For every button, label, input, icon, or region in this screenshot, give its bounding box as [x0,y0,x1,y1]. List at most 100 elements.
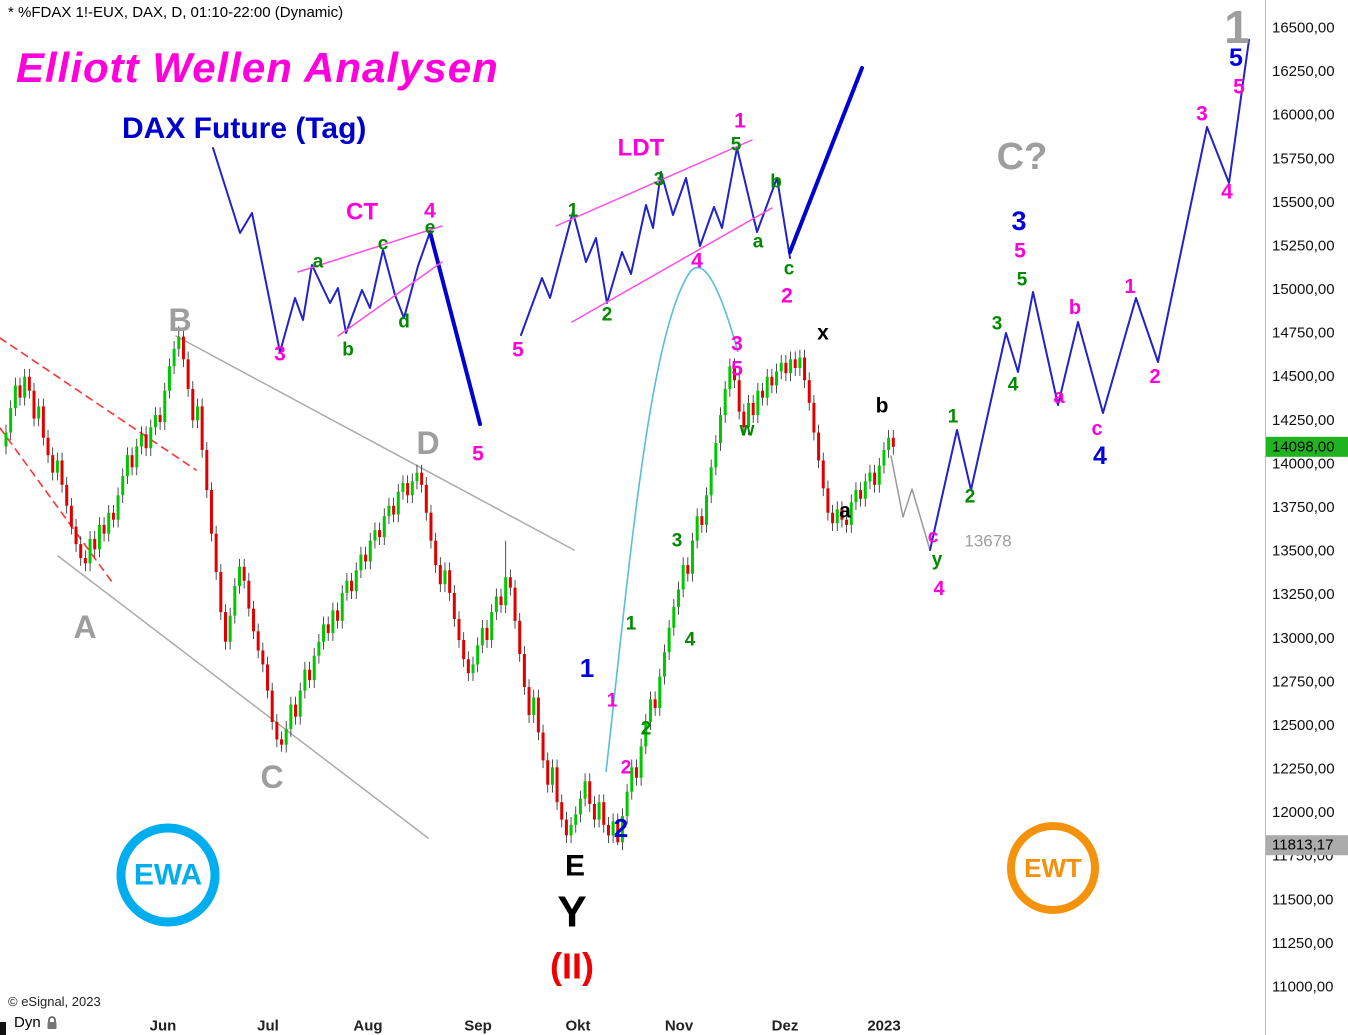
candle-body [672,606,676,628]
candle-body [690,540,694,574]
candle-body [504,577,508,606]
ewt-logo-ring [1007,822,1099,914]
wave-label-13678: 13678 [964,532,1011,551]
blue-projection-zigzag [929,39,1250,551]
candle-body [527,687,531,715]
candle-body [195,406,199,421]
candle-body [448,570,452,593]
candle-body [522,653,526,688]
price-tick-label: 13750,00 [1272,499,1335,516]
candle-body [845,519,849,525]
dyn-mode-label: Dyn [14,1014,41,1031]
candle-body [406,483,410,496]
candle-body [859,490,863,499]
wave-label-4: 4 [933,578,945,600]
gray-trendline-upper [175,335,575,551]
candle-body [153,415,157,428]
wave-label-A: A [73,609,96,645]
candle-body [228,615,232,642]
candle-body [415,472,419,482]
candle-body [457,619,461,641]
candle-body [686,565,690,574]
dyn-mode-control[interactable]: Dyn [14,1014,58,1031]
candle-body [284,728,288,745]
candle-body [429,512,433,541]
candle-body [135,446,139,468]
candle-body [756,390,760,416]
candle-body [653,699,657,709]
candle-body [74,526,78,545]
candle-body [597,802,601,820]
candle-body [345,580,349,593]
candle-body [317,641,321,656]
candle-body [583,781,587,799]
wave-label-5: 5 [1233,76,1245,99]
price-tick-label: 16500,00 [1272,20,1335,37]
candle-body [775,371,779,386]
candle-body [149,427,153,449]
candle-body [532,697,536,715]
candle-body [359,554,363,571]
candle-body [373,530,377,541]
chart-subtitle: DAX Future (Tag) [122,112,367,145]
candle-body [167,366,171,391]
candle-body [308,669,312,681]
wave-label-d: d [398,312,410,333]
candle-body [9,408,13,433]
wave-label-3: 3 [672,531,683,552]
candle-body [803,357,807,381]
wave-label-5: 5 [731,358,743,381]
price-tick-label: 15250,00 [1272,237,1335,254]
candle-body [18,385,22,398]
candle-body [630,767,634,792]
candle-body [662,652,666,677]
wave-label-c: c [928,527,939,548]
candle-body [23,376,27,398]
candle-body [518,620,522,654]
wave-label-3: 3 [274,343,286,366]
wave-label-4: 4 [1008,375,1019,396]
candle-body [396,491,400,515]
candle-body [139,434,143,447]
candle-body [863,481,867,499]
blue-wave-count-left [212,147,431,353]
time-axis-label-Nov: Nov [665,1018,694,1035]
candle-body [471,664,475,674]
wave-label-2: 2 [614,813,628,843]
candle-body [51,455,55,473]
candle-body [854,490,858,503]
candle-body [490,612,494,641]
wave-label-E: E [565,850,585,883]
candle-body [163,390,167,423]
price-tick-label: 14250,00 [1272,412,1335,429]
wave-label-4: 4 [691,250,703,273]
time-axis-label-Aug: Aug [353,1018,382,1035]
candle-body [280,739,284,745]
low-badge [1266,835,1348,856]
candle-body [812,402,816,433]
candle-body [719,415,723,443]
ct-triangle-upper [297,225,443,273]
candle-body [331,610,335,634]
candle-body [93,538,97,550]
price-tick-label: 14500,00 [1272,368,1335,385]
candle-body [709,467,713,496]
candle-body [578,798,582,815]
ldt-wedge-upper [555,139,753,227]
wave-label-w: w [739,420,755,441]
candle-body [882,449,886,466]
candle-body [723,388,727,416]
candle-body [289,704,293,729]
wave-label-a: a [753,232,764,253]
wave-label-3: 3 [731,333,743,356]
page-title: Elliott Wellen Analysen [16,44,499,91]
candle-body [765,376,769,398]
candle-body [798,357,802,369]
time-axis-label-Okt: Okt [565,1018,590,1035]
price-tick-label: 11500,00 [1272,891,1333,908]
wave-label-c: c [784,259,795,280]
candle-body [41,406,45,438]
price-tick-label: 11000,00 [1272,979,1333,996]
